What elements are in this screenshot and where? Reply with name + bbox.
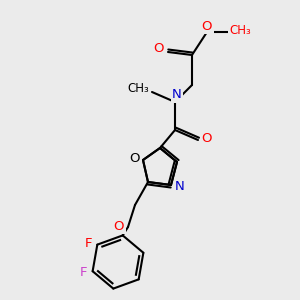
Text: CH₃: CH₃: [127, 82, 149, 95]
Text: N: N: [172, 88, 182, 101]
Text: F: F: [85, 237, 92, 250]
Text: CH₃: CH₃: [229, 23, 251, 37]
Text: O: O: [202, 20, 212, 32]
Text: N: N: [175, 179, 185, 193]
Text: O: O: [154, 43, 164, 56]
Text: F: F: [80, 266, 87, 279]
Text: O: O: [129, 152, 139, 166]
Text: O: O: [114, 220, 124, 232]
Text: O: O: [202, 131, 212, 145]
